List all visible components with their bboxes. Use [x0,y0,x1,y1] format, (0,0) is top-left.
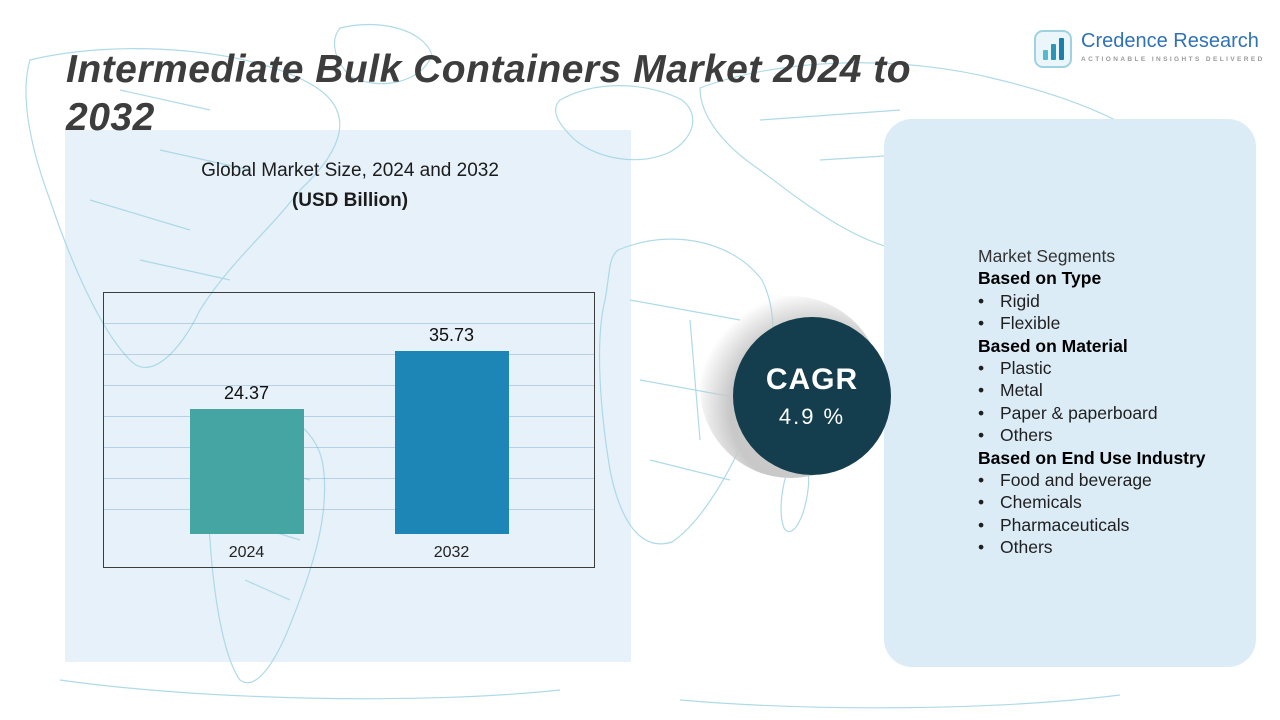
segment-item-label: Chemicals [1000,492,1082,513]
bullet-icon: • [978,380,985,401]
bar-category-label: 2032 [433,544,470,561]
bullet-icon: • [978,358,985,379]
bar-plot: 24.37 35.73 [104,293,594,534]
chart-title-line1: Global Market Size, 2024 and 2032 [201,160,499,181]
logo-name: Credence Research [1081,30,1259,52]
segment-item-label: Others [1000,537,1053,558]
cagr-badge: CAGR 4.9 % [733,317,891,475]
segment-item-label: Pharmaceuticals [1000,514,1130,535]
segment-item-label: Metal [1000,380,1043,401]
segment-item-label: Flexible [1000,313,1061,334]
segment-heading: Based on Material [978,335,1128,356]
bar [189,409,304,534]
credence-research-logo: Credence Research ACTIONABLE INSIGHTS DE… [1034,30,1265,68]
segments-list: Based on Type • Rigid • Flexible Based on Mat… [978,267,1240,558]
bar-category-label: 2024 [228,544,265,561]
bar-chart: 24.37 35.73 2024 2032 [103,292,595,568]
cagr-label: CAGR [765,362,859,396]
market-segments-panel: Market Segments Based on Type • Rigid • Flex… [884,119,1256,667]
bullet-icon: • [978,470,985,491]
bar-group: 35.73 [394,325,509,534]
segment-item-label: Rigid [1000,290,1040,311]
bullet-icon: • [978,492,985,513]
cagr-value: 4.9 % [778,403,846,429]
segment-item: • Others [978,536,1240,558]
bullet-icon: • [978,290,985,311]
bar [394,351,509,534]
segment-item-label: Paper & paperboard [1000,402,1158,423]
segment-item: • Plastic [978,357,1240,379]
bar-value-label: 35.73 [428,325,475,345]
segment-item: • Paper & paperboard [978,402,1240,424]
credence-logo-icon [1034,30,1072,68]
segment-heading: Based on End Use Industry [978,447,1206,468]
bullet-icon: • [978,537,985,558]
bar-labels-row: 2024 2032 [104,544,594,562]
bullet-icon: • [978,514,985,535]
logo-tagline: ACTIONABLE INSIGHTS DELIVERED [1081,56,1265,63]
segment-heading: Based on Type [978,268,1102,289]
segment-item-label: Plastic [1000,358,1052,379]
segments-title: Market Segments [978,246,1116,266]
segment-item-label: Food and beverage [1000,470,1152,491]
segment-item: • Flexible [978,312,1240,334]
bullet-icon: • [978,425,985,446]
bullet-icon: • [978,402,985,423]
chart-title-line2: (USD Billion) [291,190,409,211]
segment-item: • Rigid [978,290,1240,312]
page-title: Intermediate Bulk Containers Market 2024… [66,48,912,139]
segment-item: • Metal [978,379,1240,401]
bar-value-label: 24.37 [223,383,270,403]
segment-item: • Food and beverage [978,469,1240,491]
segment-item: • Others [978,424,1240,446]
segment-item: • Chemicals [978,491,1240,513]
chart-title: Global Market Size, 2024 and 2032 (USD B… [140,160,560,212]
bullet-icon: • [978,313,985,334]
segment-item-label: Others [1000,425,1053,446]
segment-item: • Pharmaceuticals [978,514,1240,536]
bar-group: 24.37 [189,383,304,534]
